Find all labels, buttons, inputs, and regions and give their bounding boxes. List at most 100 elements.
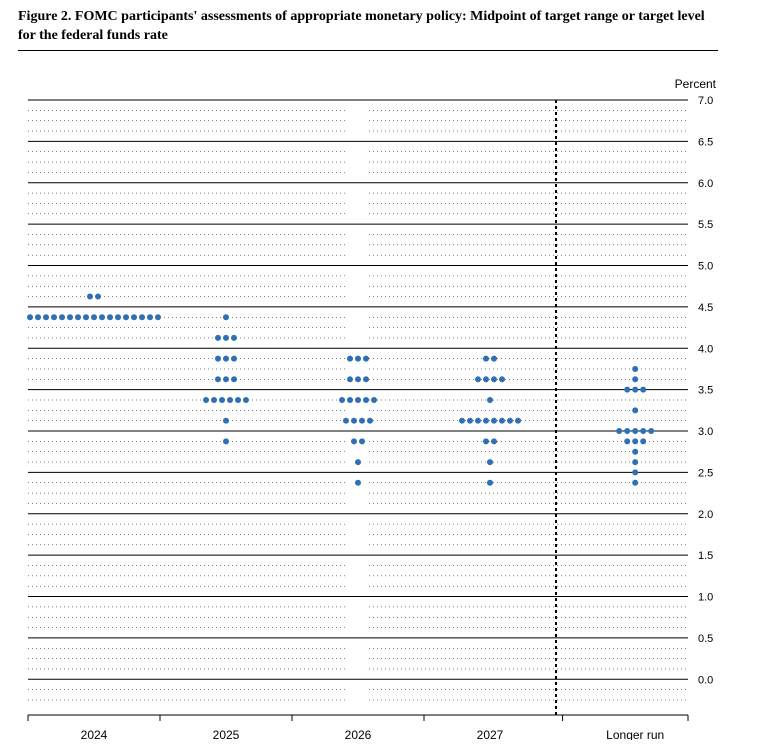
dot xyxy=(624,428,630,434)
dot xyxy=(371,397,377,403)
y-tick-label: 3.0 xyxy=(698,426,713,438)
dot xyxy=(491,356,497,362)
dot xyxy=(499,418,505,424)
dot xyxy=(231,335,237,341)
dot xyxy=(624,387,630,393)
y-axis-label: Percent xyxy=(675,77,717,91)
dot xyxy=(632,376,638,382)
y-tick-label: 1.0 xyxy=(698,592,713,604)
dot xyxy=(131,314,137,320)
x-category-label: 2024 xyxy=(81,728,108,740)
dot xyxy=(367,418,373,424)
dot xyxy=(487,459,493,465)
dot xyxy=(355,397,361,403)
dot xyxy=(363,356,369,362)
dot xyxy=(147,314,153,320)
dot xyxy=(648,428,654,434)
dot xyxy=(491,376,497,382)
dot xyxy=(139,314,145,320)
dot xyxy=(203,397,209,403)
dot xyxy=(487,397,493,403)
dot xyxy=(75,314,81,320)
dot xyxy=(223,356,229,362)
dot xyxy=(487,480,493,486)
dot xyxy=(632,387,638,393)
dot xyxy=(483,418,489,424)
dot xyxy=(507,418,513,424)
dot xyxy=(632,428,638,434)
dot-plot: Percent0.00.51.01.52.02.53.03.54.04.55.0… xyxy=(18,60,738,740)
dot xyxy=(347,356,353,362)
y-tick-label: 3.5 xyxy=(698,385,713,397)
dot xyxy=(347,376,353,382)
dot xyxy=(491,418,497,424)
dot xyxy=(459,418,465,424)
dot xyxy=(155,314,161,320)
y-tick-label: 2.5 xyxy=(698,467,713,479)
y-tick-label: 7.0 xyxy=(698,95,713,107)
y-tick-label: 5.5 xyxy=(698,219,713,231)
dot xyxy=(355,356,361,362)
y-tick-label: 4.0 xyxy=(698,343,713,355)
title-underline xyxy=(18,50,718,51)
dot xyxy=(115,314,121,320)
dot xyxy=(632,438,638,444)
y-tick-label: 1.5 xyxy=(698,550,713,562)
dot xyxy=(123,314,129,320)
dot xyxy=(343,418,349,424)
dot xyxy=(215,335,221,341)
dot xyxy=(223,438,229,444)
y-tick-label: 6.5 xyxy=(698,136,713,148)
dot xyxy=(483,376,489,382)
dot xyxy=(640,428,646,434)
dot xyxy=(35,314,41,320)
dot-plot-svg: Percent0.00.51.01.52.02.53.03.54.04.55.0… xyxy=(18,60,738,740)
dot xyxy=(43,314,49,320)
dot xyxy=(99,314,105,320)
y-tick-label: 0.0 xyxy=(698,674,713,686)
x-category-label: 2027 xyxy=(477,728,504,740)
dot xyxy=(363,376,369,382)
dot xyxy=(499,376,505,382)
dot xyxy=(107,314,113,320)
dot xyxy=(87,294,93,300)
dot xyxy=(632,480,638,486)
y-tick-label: 0.5 xyxy=(698,633,713,645)
dot xyxy=(223,418,229,424)
y-tick-label: 6.0 xyxy=(698,178,713,190)
dot xyxy=(231,356,237,362)
dot xyxy=(243,397,249,403)
dot xyxy=(235,397,241,403)
dot xyxy=(632,407,638,413)
y-tick-label: 2.0 xyxy=(698,509,713,521)
dot xyxy=(215,376,221,382)
dot xyxy=(632,449,638,455)
dot xyxy=(640,387,646,393)
dot xyxy=(223,314,229,320)
dot xyxy=(632,366,638,372)
dot xyxy=(616,428,622,434)
dot xyxy=(467,418,473,424)
dot xyxy=(83,314,89,320)
dot xyxy=(355,376,361,382)
dot xyxy=(483,438,489,444)
dot xyxy=(483,356,489,362)
figure-title: Figure 2. FOMC participants' assessments… xyxy=(18,8,718,46)
dot xyxy=(347,397,353,403)
dot xyxy=(227,397,233,403)
dot xyxy=(475,376,481,382)
y-tick-label: 5.0 xyxy=(698,261,713,273)
dot xyxy=(91,314,97,320)
dot xyxy=(355,459,361,465)
dot xyxy=(339,397,345,403)
dot xyxy=(231,376,237,382)
dot xyxy=(219,397,225,403)
dot xyxy=(95,294,101,300)
dot xyxy=(363,397,369,403)
dot xyxy=(640,438,646,444)
dot xyxy=(223,376,229,382)
dot xyxy=(351,418,357,424)
dot xyxy=(359,418,365,424)
dot xyxy=(211,397,217,403)
x-category-label: 2025 xyxy=(213,728,240,740)
